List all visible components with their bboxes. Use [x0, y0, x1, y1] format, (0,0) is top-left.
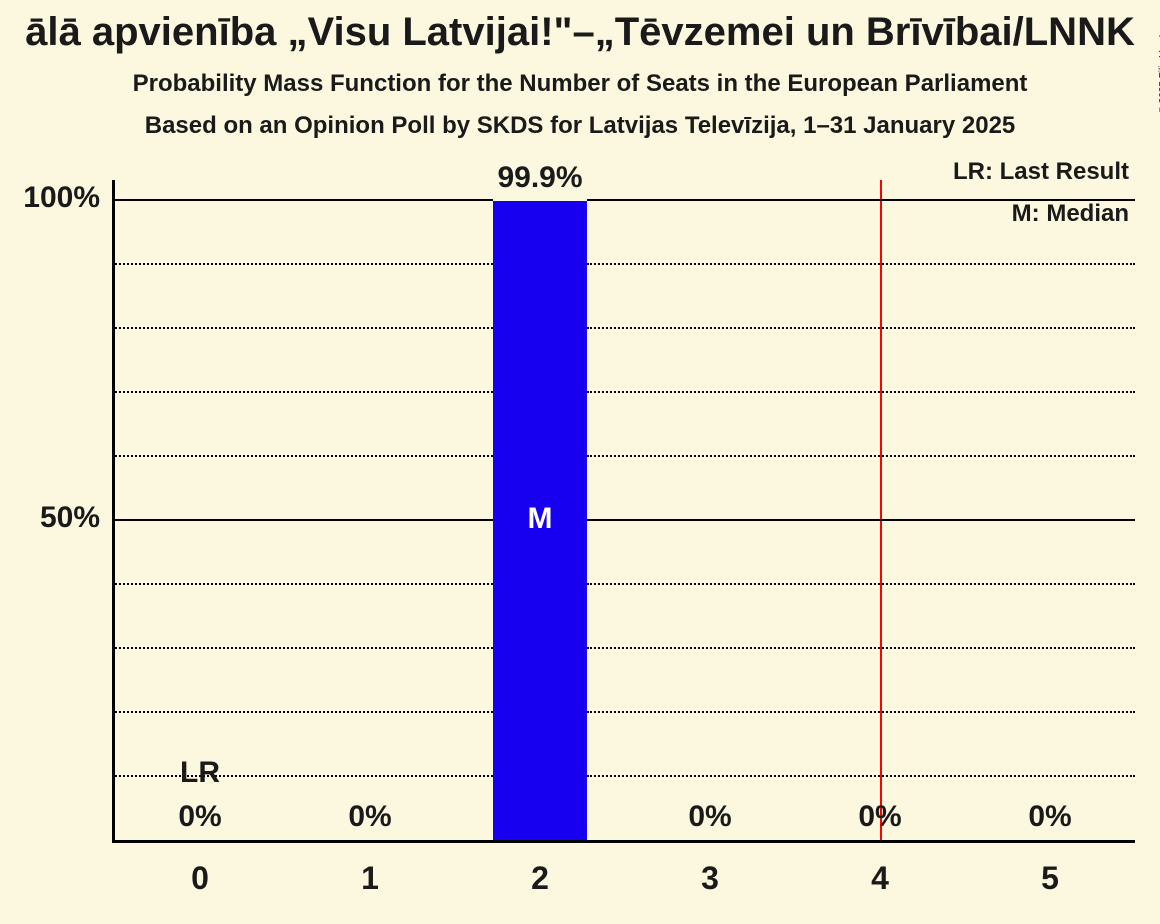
legend-last-result: LR: Last Result — [0, 158, 1129, 186]
gridline-minor — [115, 647, 493, 649]
last-result-marker: LR — [140, 756, 260, 790]
median-rule — [880, 180, 882, 840]
chart-canvas: ālā apvienība „Visu Latvijai!"–„Tēvzemei… — [0, 0, 1160, 924]
gridline-minor — [587, 327, 1135, 329]
x-tick-label: 0 — [160, 860, 240, 897]
chart-subtitle-1: Probability Mass Function for the Number… — [0, 70, 1160, 98]
gridline-minor — [115, 327, 493, 329]
gridline-minor — [115, 263, 493, 265]
gridline-minor — [587, 647, 1135, 649]
gridline-minor — [587, 583, 1135, 585]
gridline-minor — [587, 391, 1135, 393]
chart-subtitle-2: Based on an Opinion Poll by SKDS for Lat… — [0, 112, 1160, 140]
gridline-major — [115, 519, 493, 521]
x-axis — [112, 840, 1135, 843]
chart-title: ālā apvienība „Visu Latvijai!"–„Tēvzemei… — [0, 10, 1160, 55]
x-tick-label: 3 — [670, 860, 750, 897]
x-tick-label: 5 — [1010, 860, 1090, 897]
gridline-major — [587, 519, 1135, 521]
bar-value-label: 0% — [800, 800, 960, 834]
gridline-minor — [115, 391, 493, 393]
bar-value-label: 0% — [120, 800, 280, 834]
gridline-minor — [587, 455, 1135, 457]
gridline-minor — [587, 775, 1135, 777]
gridline-minor — [115, 711, 493, 713]
x-tick-label: 1 — [330, 860, 410, 897]
bar-value-label: 0% — [630, 800, 790, 834]
x-tick-label: 4 — [840, 860, 920, 897]
bar-value-label: 0% — [970, 800, 1130, 834]
bar-value-label: 0% — [290, 800, 450, 834]
gridline-minor — [587, 711, 1135, 713]
y-tick-label: 50% — [0, 501, 100, 535]
gridline-minor — [115, 455, 493, 457]
gridline-minor — [587, 263, 1135, 265]
legend-median: M: Median — [0, 200, 1129, 228]
median-marker: M — [490, 502, 590, 536]
x-tick-label: 2 — [500, 860, 580, 897]
gridline-minor — [115, 583, 493, 585]
y-axis — [112, 180, 115, 840]
